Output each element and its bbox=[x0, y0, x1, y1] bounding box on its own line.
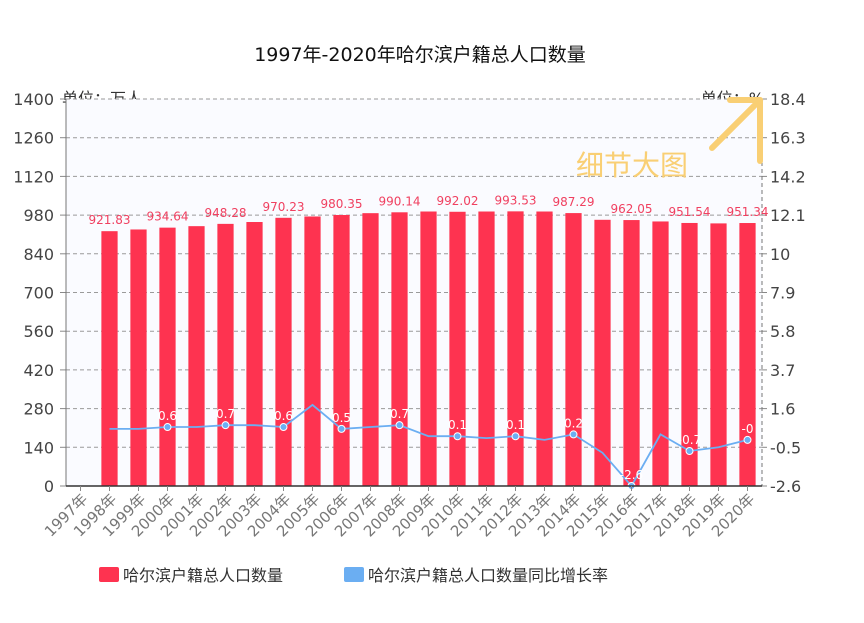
right-tick-label: 18.4 bbox=[770, 90, 806, 109]
left-tick-label: 1260 bbox=[13, 129, 54, 148]
bar-data-label: 921.83 bbox=[89, 213, 131, 227]
right-tick-label: 10 bbox=[770, 245, 790, 264]
bar bbox=[536, 211, 553, 487]
right-tick-label: 3.7 bbox=[770, 361, 795, 380]
bar bbox=[101, 231, 118, 486]
legend: 哈尔滨户籍总人口数量 哈尔滨户籍总人口数量同比增长率 bbox=[99, 566, 608, 585]
bar bbox=[420, 211, 437, 487]
bar bbox=[449, 211, 466, 486]
right-tick-label: 5.8 bbox=[770, 322, 795, 341]
right-tick-label: 12.1 bbox=[770, 206, 806, 225]
left-tick-label: 1400 bbox=[13, 90, 54, 109]
bar bbox=[188, 226, 205, 486]
line-data-label: 0.7 bbox=[390, 407, 409, 421]
bar-data-label: 948.28 bbox=[205, 206, 247, 220]
legend-label-population: 哈尔滨户籍总人口数量 bbox=[123, 566, 283, 585]
line-data-label: 0.1 bbox=[448, 418, 467, 432]
line-point bbox=[511, 432, 520, 441]
grid-lines bbox=[66, 98, 762, 448]
detail-zoom-annotation[interactable]: 细节大图 bbox=[576, 97, 763, 182]
line-data-label: 0.2 bbox=[564, 416, 583, 430]
right-tick-label: 14.2 bbox=[770, 167, 806, 186]
bar bbox=[362, 213, 379, 487]
left-tick-label: 560 bbox=[23, 322, 54, 341]
left-tick-label: 140 bbox=[23, 438, 54, 457]
line-series: 0.6 0.7 0.6 0.5 0.7 0.1 0.1 0.2 -2.6 -0.7 -0 bbox=[109, 403, 754, 490]
line-point bbox=[163, 423, 172, 432]
line-data-label: 0.7 bbox=[216, 407, 235, 421]
bar bbox=[130, 229, 147, 486]
bar bbox=[594, 219, 611, 486]
growth-rate-line bbox=[109, 403, 748, 488]
left-tick-label: 980 bbox=[23, 206, 54, 225]
bar-data-label: 934.64 bbox=[147, 210, 189, 224]
line-data-label: -0.7 bbox=[678, 433, 701, 447]
bar-data-label: 962.05 bbox=[611, 202, 653, 216]
line-point bbox=[453, 432, 462, 441]
chart-title: 1997年-2020年哈尔滨户籍总人口数量 bbox=[254, 44, 586, 66]
bar-data-label: 951.34 bbox=[727, 205, 769, 219]
line-point bbox=[337, 424, 346, 433]
right-axis: -2.6 -0.5 1.6 3.7 5.8 7.9 10 12.1 14.2 16.3 18.4 bbox=[761, 90, 806, 496]
bar bbox=[391, 212, 408, 487]
left-tick-label: 1120 bbox=[13, 167, 54, 186]
bar bbox=[478, 211, 495, 487]
bar bbox=[304, 216, 321, 486]
left-axis: 0 140 280 420 560 700 840 980 1120 1260 1400 bbox=[13, 90, 67, 496]
right-tick-label: 1.6 bbox=[770, 400, 795, 419]
bar bbox=[333, 215, 350, 487]
line-point bbox=[395, 421, 404, 430]
left-tick-label: 420 bbox=[23, 361, 54, 380]
bar-data-label: 993.53 bbox=[495, 193, 537, 207]
bar bbox=[275, 217, 292, 486]
right-tick-label: -2.6 bbox=[770, 477, 801, 496]
line-data-label: 0.6 bbox=[274, 409, 293, 423]
bar bbox=[217, 223, 234, 486]
line-point bbox=[221, 421, 230, 430]
right-tick-label: 7.9 bbox=[770, 284, 795, 303]
bar bbox=[246, 222, 263, 486]
bar bbox=[739, 223, 756, 486]
left-tick-label: 280 bbox=[23, 400, 54, 419]
bar-series bbox=[101, 211, 756, 487]
legend-item-growth-rate[interactable]: 哈尔滨户籍总人口数量同比增长率 bbox=[344, 566, 608, 585]
left-tick-label: 840 bbox=[23, 245, 54, 264]
legend-label-growth-rate: 哈尔滨户籍总人口数量同比增长率 bbox=[368, 566, 608, 585]
line-point bbox=[685, 446, 694, 455]
detail-annotation-text[interactable]: 细节大图 bbox=[576, 149, 688, 182]
x-axis: 1997年1998年1999年2000年2001年2002年2003年2004年… bbox=[41, 485, 762, 540]
bar-data-label: 951.54 bbox=[669, 205, 711, 219]
right-tick-label: -0.5 bbox=[770, 438, 801, 457]
expand-arrow-icon[interactable] bbox=[709, 97, 763, 164]
line-data-label: -0 bbox=[742, 422, 754, 436]
bar bbox=[623, 220, 640, 486]
legend-swatch-growth-rate bbox=[344, 567, 364, 582]
bar bbox=[159, 227, 176, 486]
legend-item-population[interactable]: 哈尔滨户籍总人口数量 bbox=[99, 566, 283, 585]
right-tick-label: 16.3 bbox=[770, 129, 806, 148]
line-data-label: 0.5 bbox=[332, 411, 351, 425]
line-point bbox=[569, 430, 578, 439]
line-point bbox=[279, 423, 288, 432]
bar bbox=[565, 213, 582, 486]
bar-data-label: 992.02 bbox=[437, 194, 479, 208]
legend-swatch-population bbox=[99, 567, 119, 582]
line-data-label: 0.6 bbox=[158, 409, 177, 423]
left-tick-label: 0 bbox=[44, 477, 54, 496]
bar bbox=[507, 211, 524, 486]
bar-data-labels: 921.83 934.64 948.28 970.23 980.35 990.14 992.… bbox=[89, 193, 769, 227]
bar-data-label: 980.35 bbox=[321, 197, 363, 211]
bar-data-label: 970.23 bbox=[263, 200, 305, 214]
line-point bbox=[743, 435, 752, 444]
bar bbox=[681, 222, 698, 486]
bar bbox=[710, 223, 727, 486]
bar bbox=[652, 221, 669, 486]
left-tick-label: 700 bbox=[23, 284, 54, 303]
line-data-label: 0.1 bbox=[506, 418, 525, 432]
line-data-label: -2.6 bbox=[620, 468, 643, 482]
bar-data-label: 990.14 bbox=[379, 194, 421, 208]
bar-data-label: 987.29 bbox=[553, 195, 595, 209]
